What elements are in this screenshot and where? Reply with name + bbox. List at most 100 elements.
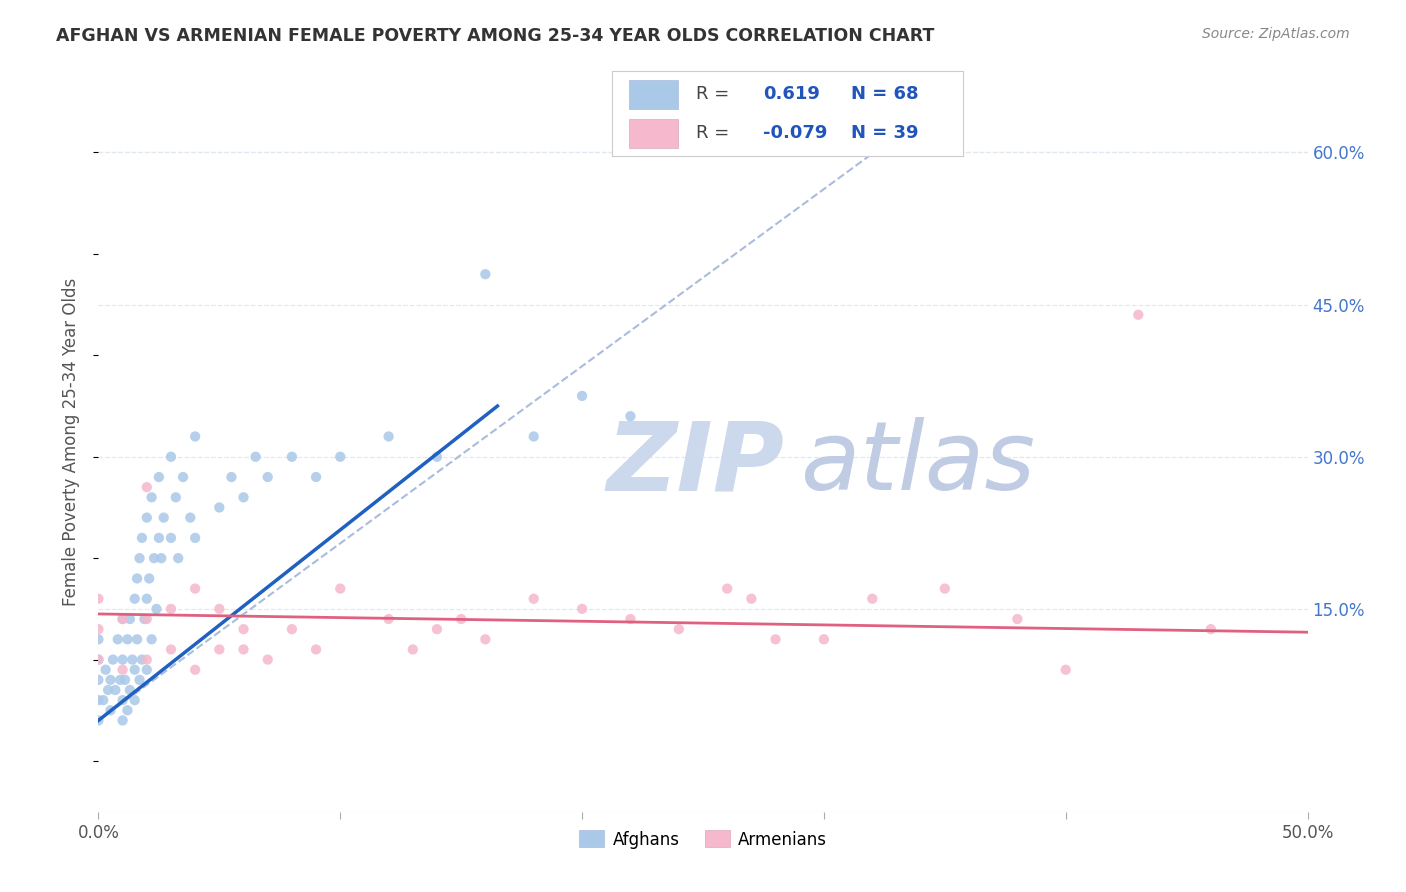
Point xyxy=(523,591,546,606)
Point xyxy=(111,663,134,677)
Point xyxy=(619,409,641,424)
Point xyxy=(281,450,304,464)
Point xyxy=(124,693,146,707)
Point xyxy=(740,591,762,606)
Point xyxy=(160,602,183,616)
Point xyxy=(127,571,149,585)
Point xyxy=(402,642,425,657)
Text: N = 68: N = 68 xyxy=(851,86,918,103)
Point xyxy=(208,602,231,616)
Point xyxy=(474,632,496,647)
Point xyxy=(87,591,110,606)
Point xyxy=(184,429,207,443)
Point xyxy=(329,450,352,464)
Text: N = 39: N = 39 xyxy=(851,124,918,142)
Point xyxy=(135,480,157,494)
Point xyxy=(232,491,254,505)
Point xyxy=(97,683,120,698)
Point xyxy=(100,673,122,687)
Point xyxy=(87,693,110,707)
Text: Source: ZipAtlas.com: Source: ZipAtlas.com xyxy=(1202,27,1350,41)
Point xyxy=(111,693,134,707)
Legend: Afghans, Armenians: Afghans, Armenians xyxy=(572,823,834,855)
Point xyxy=(124,591,146,606)
Point xyxy=(232,642,254,657)
Point xyxy=(208,642,231,657)
Point xyxy=(208,500,231,515)
Point xyxy=(1054,663,1077,677)
Point xyxy=(148,531,170,545)
Point xyxy=(716,582,738,596)
Point xyxy=(87,632,110,647)
Point xyxy=(150,551,173,566)
Text: ZIP: ZIP xyxy=(606,417,785,510)
Point xyxy=(860,591,883,606)
Point xyxy=(91,693,114,707)
Point xyxy=(135,591,157,606)
Point xyxy=(145,602,167,616)
Point xyxy=(221,470,243,484)
Point xyxy=(571,602,593,616)
Point xyxy=(152,510,174,524)
Text: -0.079: -0.079 xyxy=(763,124,827,142)
Point xyxy=(111,652,134,666)
Point xyxy=(377,612,399,626)
Text: R =: R = xyxy=(696,86,730,103)
Point xyxy=(117,703,139,717)
Point xyxy=(135,510,157,524)
Point xyxy=(135,652,157,666)
Point xyxy=(160,531,183,545)
Point xyxy=(184,531,207,545)
Point xyxy=(141,632,163,647)
FancyBboxPatch shape xyxy=(630,79,678,109)
Point xyxy=(143,551,166,566)
Point xyxy=(1128,308,1150,322)
Point xyxy=(127,632,149,647)
Point xyxy=(813,632,835,647)
Point xyxy=(305,470,328,484)
Point xyxy=(87,652,110,666)
Point xyxy=(124,663,146,677)
Point xyxy=(523,429,546,443)
Point xyxy=(256,470,278,484)
Text: 0.619: 0.619 xyxy=(763,86,820,103)
Point xyxy=(184,582,207,596)
Point xyxy=(94,663,117,677)
Point xyxy=(117,632,139,647)
Point xyxy=(245,450,267,464)
Point xyxy=(87,652,110,666)
Point xyxy=(111,612,134,626)
Point xyxy=(118,612,141,626)
Point xyxy=(100,703,122,717)
Point xyxy=(107,632,129,647)
Point xyxy=(668,622,690,636)
Point xyxy=(87,622,110,636)
Point xyxy=(1199,622,1222,636)
Point xyxy=(184,663,207,677)
Point xyxy=(232,622,254,636)
Point xyxy=(1007,612,1029,626)
Point xyxy=(305,642,328,657)
Y-axis label: Female Poverty Among 25-34 Year Olds: Female Poverty Among 25-34 Year Olds xyxy=(62,277,80,606)
Point xyxy=(160,450,183,464)
Point xyxy=(121,652,143,666)
Point xyxy=(111,612,134,626)
Point xyxy=(765,632,787,647)
Point xyxy=(138,571,160,585)
Point xyxy=(118,683,141,698)
Point xyxy=(165,491,187,505)
Point xyxy=(179,510,201,524)
Point xyxy=(167,551,190,566)
Point xyxy=(426,450,449,464)
Point xyxy=(128,673,150,687)
Point xyxy=(450,612,472,626)
Point xyxy=(134,612,156,626)
Point xyxy=(281,622,304,636)
Point xyxy=(148,470,170,484)
Point xyxy=(108,673,131,687)
Point xyxy=(131,652,153,666)
Text: R =: R = xyxy=(696,124,730,142)
Text: atlas: atlas xyxy=(800,417,1035,510)
Point xyxy=(256,652,278,666)
Point xyxy=(111,714,134,728)
